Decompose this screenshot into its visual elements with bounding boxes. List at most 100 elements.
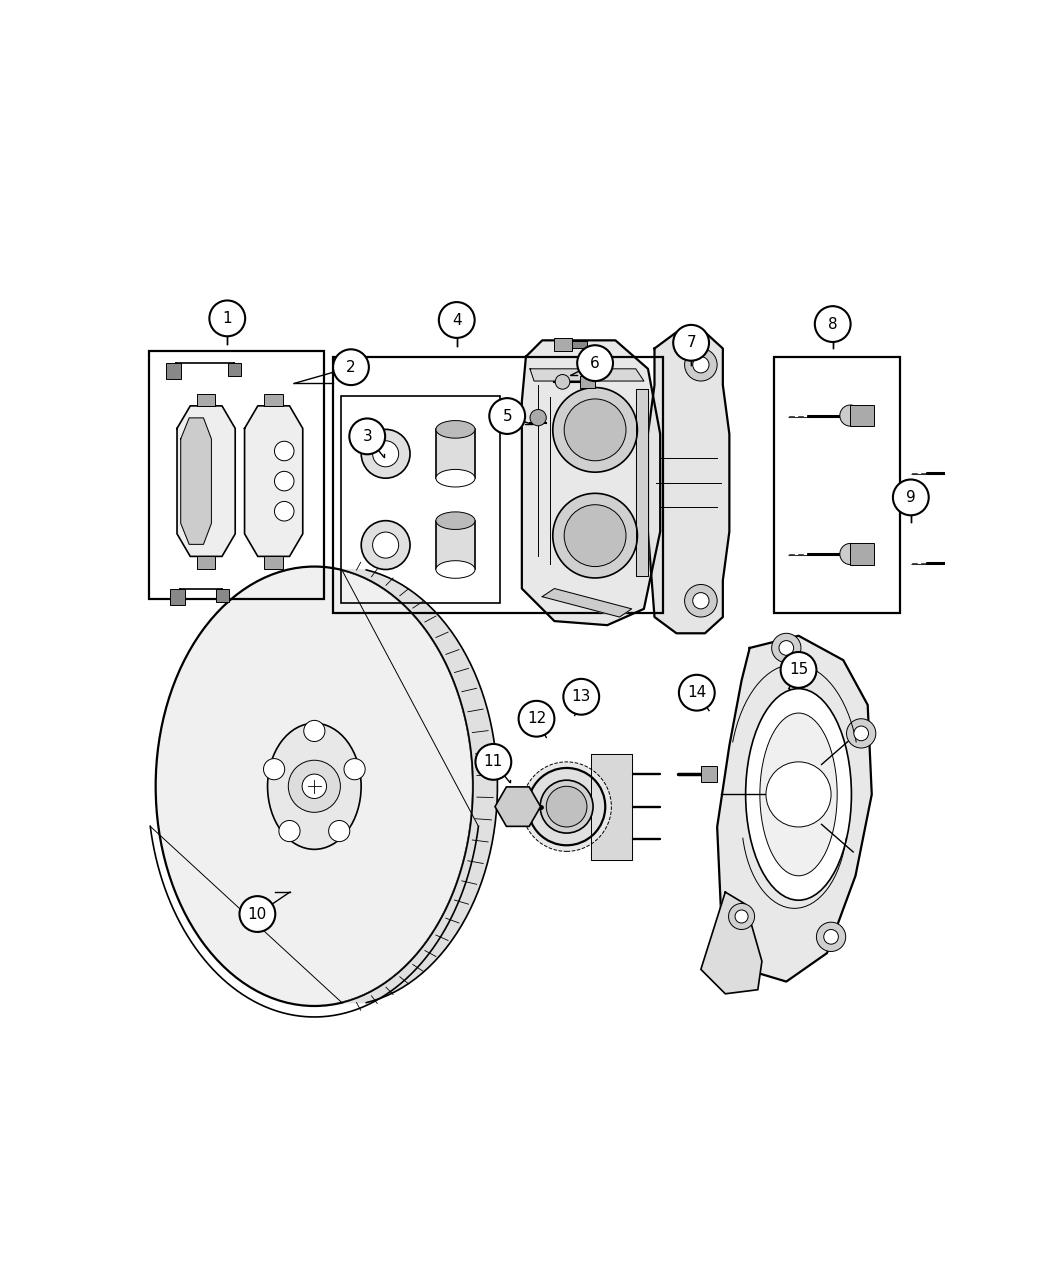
Polygon shape (530, 368, 644, 381)
Text: 15: 15 (789, 663, 808, 677)
Ellipse shape (746, 688, 852, 900)
Ellipse shape (528, 768, 605, 845)
Circle shape (824, 929, 838, 945)
Ellipse shape (436, 561, 475, 579)
Text: 2: 2 (346, 360, 356, 375)
Polygon shape (245, 405, 302, 556)
Circle shape (303, 720, 324, 742)
Circle shape (239, 896, 275, 932)
Circle shape (373, 441, 399, 467)
Circle shape (361, 520, 411, 570)
Text: 11: 11 (484, 755, 503, 769)
Circle shape (555, 375, 570, 389)
Bar (333, 357, 663, 613)
Circle shape (302, 774, 327, 798)
Circle shape (948, 463, 969, 483)
Text: 12: 12 (527, 711, 546, 727)
Bar (166, 363, 181, 380)
Text: 14: 14 (687, 685, 707, 700)
Bar (170, 589, 185, 604)
Circle shape (552, 388, 637, 472)
Circle shape (373, 532, 399, 558)
FancyBboxPatch shape (958, 552, 983, 572)
Text: 4: 4 (452, 312, 462, 328)
FancyBboxPatch shape (958, 463, 983, 483)
Circle shape (673, 325, 709, 361)
Circle shape (685, 584, 717, 617)
Circle shape (766, 762, 832, 827)
Polygon shape (522, 340, 660, 625)
Bar (216, 589, 229, 602)
Circle shape (274, 472, 294, 491)
Circle shape (679, 674, 715, 710)
Bar (196, 394, 215, 405)
Bar (774, 357, 900, 613)
Ellipse shape (540, 780, 593, 833)
Circle shape (564, 399, 626, 460)
Circle shape (735, 910, 748, 923)
Circle shape (546, 787, 587, 827)
Circle shape (333, 349, 369, 385)
Circle shape (519, 701, 554, 737)
Polygon shape (636, 389, 648, 576)
Ellipse shape (155, 566, 472, 1006)
Text: 10: 10 (248, 907, 267, 922)
Circle shape (779, 640, 794, 655)
Bar (265, 556, 282, 569)
Polygon shape (342, 570, 498, 1002)
Polygon shape (717, 636, 872, 982)
Circle shape (685, 348, 717, 381)
Polygon shape (648, 333, 730, 634)
Bar (149, 351, 324, 599)
Text: 5: 5 (502, 408, 512, 423)
Bar (196, 556, 215, 569)
Circle shape (350, 418, 385, 454)
Circle shape (476, 745, 511, 780)
Text: 1: 1 (223, 311, 232, 326)
Bar (436, 520, 475, 570)
Circle shape (274, 501, 294, 521)
Text: 13: 13 (571, 690, 591, 704)
Text: 3: 3 (362, 428, 372, 444)
Circle shape (729, 904, 755, 929)
Text: 9: 9 (906, 490, 916, 505)
Circle shape (279, 821, 300, 842)
Polygon shape (181, 418, 211, 544)
Bar (581, 376, 595, 388)
Circle shape (578, 346, 613, 381)
Circle shape (854, 725, 868, 741)
FancyBboxPatch shape (849, 405, 874, 426)
Text: 7: 7 (687, 335, 696, 351)
Ellipse shape (436, 469, 475, 487)
Bar (554, 338, 572, 351)
Circle shape (693, 357, 709, 372)
Bar (436, 430, 475, 478)
Ellipse shape (436, 511, 475, 529)
Circle shape (815, 306, 851, 342)
Circle shape (361, 430, 411, 478)
Circle shape (840, 405, 861, 426)
Bar (572, 342, 587, 348)
Ellipse shape (436, 421, 475, 439)
Polygon shape (177, 405, 235, 556)
Text: 8: 8 (827, 316, 838, 332)
Ellipse shape (522, 762, 611, 852)
Circle shape (840, 543, 861, 565)
Circle shape (289, 760, 340, 812)
Circle shape (780, 652, 817, 687)
Ellipse shape (268, 723, 361, 849)
Polygon shape (701, 892, 762, 993)
Circle shape (489, 398, 525, 434)
Bar (701, 766, 717, 783)
Ellipse shape (760, 713, 837, 876)
Circle shape (846, 719, 876, 748)
Circle shape (264, 759, 285, 780)
Circle shape (439, 302, 475, 338)
Circle shape (817, 922, 845, 951)
Circle shape (892, 479, 929, 515)
Polygon shape (542, 589, 632, 617)
Circle shape (329, 821, 350, 842)
Circle shape (209, 301, 245, 337)
Circle shape (693, 593, 709, 609)
Circle shape (274, 441, 294, 460)
